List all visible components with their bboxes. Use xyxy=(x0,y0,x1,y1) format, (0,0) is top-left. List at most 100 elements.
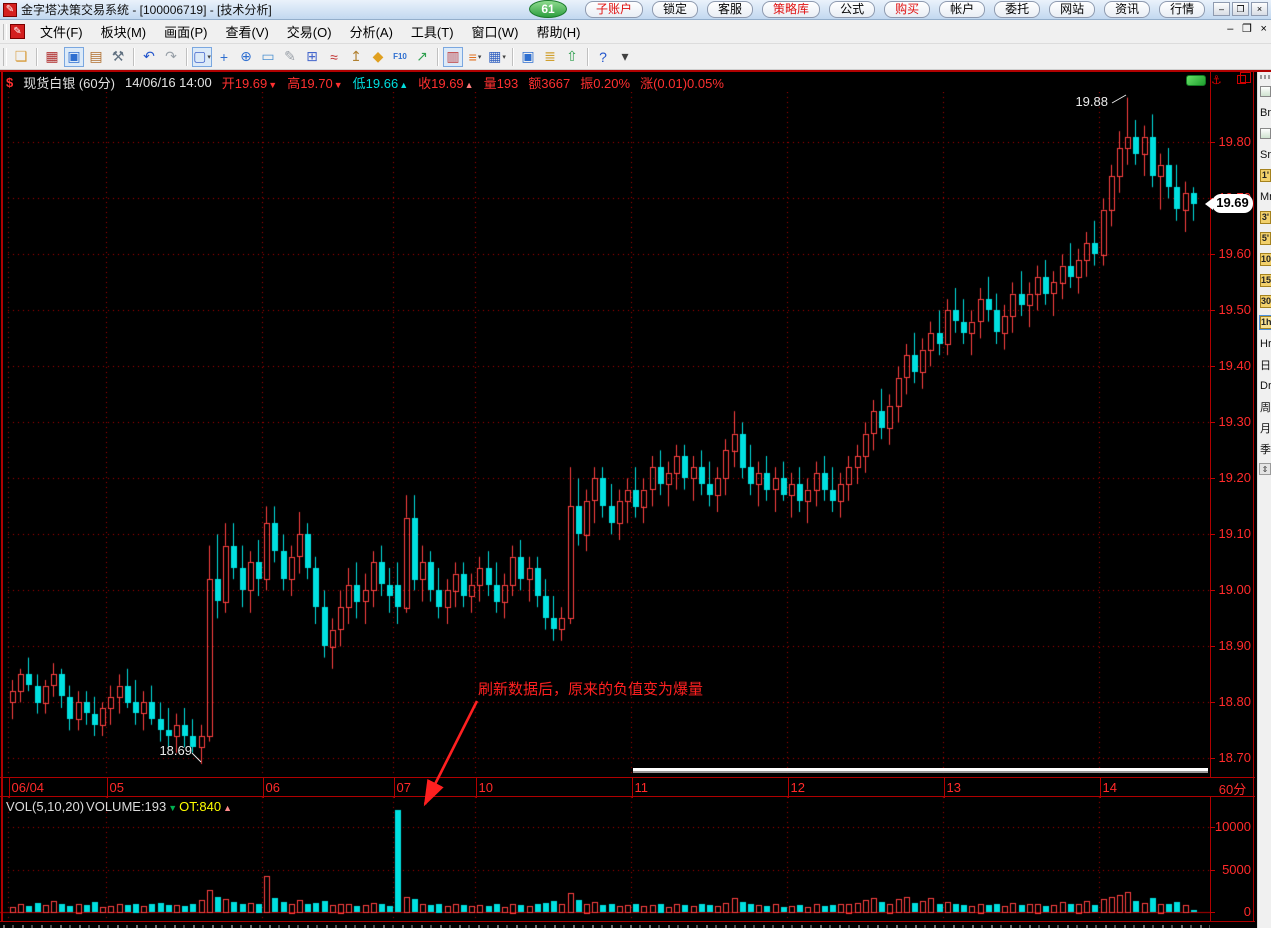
period-15min[interactable]: 15' xyxy=(1258,270,1271,291)
horizontal-scrollbar-thumb[interactable] xyxy=(633,768,1208,773)
report-book-icon[interactable]: ▤ xyxy=(86,47,106,67)
titlebar-button-帐户[interactable]: 帐户 xyxy=(939,1,986,18)
day-separator-tick xyxy=(943,778,945,798)
period-quarter[interactable]: 季 xyxy=(1260,443,1271,456)
chart-window-icon[interactable]: ▥ xyxy=(443,46,463,67)
open-file-icon[interactable]: ❏ xyxy=(11,47,31,67)
period-60min-chip[interactable]: 1h xyxy=(1259,315,1271,330)
indicator-curve-icon[interactable]: ≈ xyxy=(324,47,344,67)
menu-item-画面P[interactable]: 画面(P) xyxy=(164,25,208,40)
annotate-icon[interactable]: ✎ xyxy=(280,47,300,67)
period-60min[interactable]: 1h xyxy=(1258,312,1271,333)
titlebar-button-网站[interactable]: 网站 xyxy=(1049,1,1096,18)
period-week[interactable]: 周 xyxy=(1260,401,1271,414)
help-icon[interactable]: ? xyxy=(593,47,613,67)
titlebar-button-委托[interactable]: 委托 xyxy=(994,1,1041,18)
period-item-br[interactable]: Br xyxy=(1260,106,1271,119)
titlebar-button-公式[interactable]: 公式 xyxy=(829,1,876,18)
f10-data-icon[interactable]: F10 xyxy=(390,47,410,67)
alert-icon[interactable]: ◆ xyxy=(368,47,388,67)
measure-icon[interactable]: ▭ xyxy=(258,47,278,67)
price-tick-label: 18.70 xyxy=(1218,750,1251,766)
period-month[interactable]: 月 xyxy=(1260,422,1271,435)
titlebar-button-资讯[interactable]: 资讯 xyxy=(1104,1,1151,18)
notification-badge[interactable]: 61 xyxy=(529,0,567,18)
restore-button[interactable]: ❐ xyxy=(1232,2,1249,16)
period-30min-chip[interactable]: 30' xyxy=(1260,295,1271,308)
menu-item-工具T[interactable]: 工具(T) xyxy=(410,25,454,40)
publish-icon[interactable]: ⇧ xyxy=(562,47,582,67)
period-15min-chip[interactable]: 15' xyxy=(1260,274,1271,287)
price-tick-mark xyxy=(1210,534,1215,536)
titlebar-button-子账户[interactable]: 子账户 xyxy=(585,1,644,18)
period-1min[interactable]: 1' xyxy=(1258,165,1271,186)
main-chart-canvas[interactable] xyxy=(0,92,1210,777)
period-3min[interactable]: 3' xyxy=(1258,207,1271,228)
volume-chart-canvas[interactable] xyxy=(0,797,1210,922)
multi-chart-icon[interactable] xyxy=(1260,86,1271,97)
indicator-list-icon[interactable]: ≡ ▾ xyxy=(465,47,485,67)
zoom-in-icon[interactable]: ⊕ xyxy=(236,47,256,67)
period-item-mr[interactable]: Mr xyxy=(1260,190,1271,203)
menu-item-分析A[interactable]: 分析(A) xyxy=(349,25,393,40)
sidebar-scroll-button[interactable]: ⇕ xyxy=(1259,463,1271,475)
period-day[interactable]: 日 xyxy=(1260,359,1271,372)
price-tick-mark xyxy=(1210,758,1215,760)
period-item-hr[interactable]: Hr xyxy=(1260,337,1271,350)
menu-item-交易O[interactable]: 交易(O) xyxy=(286,25,332,40)
titlebar-button-锁定[interactable]: 锁定 xyxy=(652,1,699,18)
titlebar-button-行情[interactable]: 行情 xyxy=(1159,1,1206,18)
period-item-dr[interactable]: Dr xyxy=(1260,379,1271,392)
child-close-button[interactable]: × xyxy=(1260,23,1267,35)
menu-item-板块M[interactable]: 板块(M) xyxy=(100,25,147,40)
quote-field-7: 量193 xyxy=(483,75,519,91)
chart-window-icon-glyph: ▥ xyxy=(446,48,460,64)
format-grid-icon[interactable]: ▦ xyxy=(42,47,62,67)
period-1min-chip[interactable]: 1' xyxy=(1260,169,1271,182)
multi-chart-icon[interactable] xyxy=(1258,81,1271,102)
menu-item-窗口W[interactable]: 窗口(W) xyxy=(471,25,519,40)
monitor-icon[interactable]: ▣ xyxy=(518,47,538,67)
archive-icon[interactable]: ≣ xyxy=(540,47,560,67)
titlebar-button-策略库[interactable]: 策略库 xyxy=(762,1,821,18)
period-3min-chip[interactable]: 3' xyxy=(1260,211,1271,224)
toolbar-separator xyxy=(587,47,588,66)
titlebar-button-客服[interactable]: 客服 xyxy=(707,1,754,18)
time-axis: 06/04 05 06 07 10 11 12 13 14 xyxy=(0,777,1255,798)
quote-field-2: 14/06/16 14:00 xyxy=(124,74,212,90)
current-price-bubble: 19.69 xyxy=(1205,194,1253,213)
period-30min[interactable]: 30' xyxy=(1258,291,1271,312)
indicator-list-icon-glyph: ≡ xyxy=(468,48,477,65)
menu-item-文件F[interactable]: 文件(F) xyxy=(40,25,83,40)
layout-grid-icon[interactable]: ▦ ▾ xyxy=(487,47,507,67)
menu-item-帮助H[interactable]: 帮助(H) xyxy=(536,25,581,40)
menu-item-查看V[interactable]: 查看(V) xyxy=(225,25,269,40)
export-icon[interactable]: ↥ xyxy=(346,47,366,67)
pin-icon[interactable]: ⚓ xyxy=(1211,73,1222,87)
day-separator-tick xyxy=(631,778,633,798)
titlebar-button-购买[interactable]: 购买 xyxy=(884,1,931,18)
screen-layout-icon[interactable]: ▣ xyxy=(64,46,84,67)
redo-icon[interactable]: ↷ xyxy=(161,47,181,67)
tools-hammer-icon[interactable]: ⚒ xyxy=(108,47,128,67)
period-5min[interactable]: 5' xyxy=(1258,228,1271,249)
period-10min[interactable]: 10' xyxy=(1258,249,1271,270)
day-label: 06/04 xyxy=(11,780,45,795)
period-item-sr[interactable]: Sr xyxy=(1260,148,1271,161)
duplicate-icon[interactable]: ⊞ xyxy=(302,47,322,67)
minimize-button[interactable]: – xyxy=(1213,2,1230,16)
day-label: 12 xyxy=(790,780,805,795)
child-minimize-button[interactable]: – xyxy=(1227,23,1234,35)
trend-lines-icon[interactable]: ↗ xyxy=(412,47,432,67)
toolbar-options-icon[interactable]: ▾ xyxy=(615,47,635,67)
period-5min-chip[interactable]: 5' xyxy=(1260,232,1271,245)
child-restore-button[interactable]: ❐ xyxy=(1242,23,1252,35)
pan-icon[interactable]: + xyxy=(214,47,234,67)
line-chart-icon[interactable] xyxy=(1260,128,1271,139)
close-button[interactable]: × xyxy=(1251,2,1268,16)
restore-pane-icon[interactable] xyxy=(1237,72,1251,84)
period-10min-chip[interactable]: 10' xyxy=(1260,253,1271,266)
line-chart-icon[interactable] xyxy=(1258,123,1271,144)
select-mode-icon[interactable]: ▢ ▾ xyxy=(192,46,212,67)
undo-icon[interactable]: ↶ xyxy=(139,47,159,67)
